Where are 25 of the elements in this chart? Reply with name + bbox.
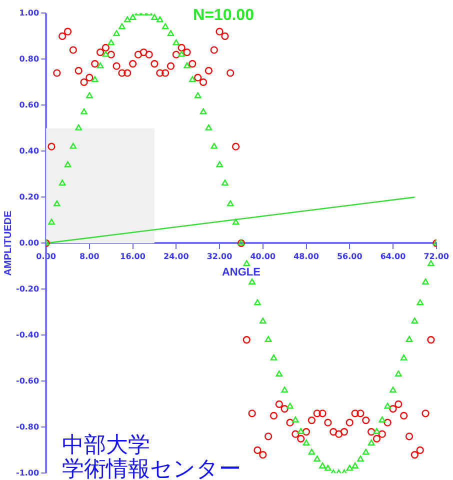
y-tick-label: -0.60 bbox=[16, 376, 40, 386]
x-tick-label: 56.00 bbox=[336, 252, 363, 262]
x-tick-label: 72.00 bbox=[424, 252, 450, 262]
x-tick-label: 64.00 bbox=[380, 252, 406, 262]
x-tick-label: 48.00 bbox=[294, 252, 320, 262]
y-tick-label: -1.00 bbox=[16, 468, 40, 478]
y-tick-label: -0.20 bbox=[16, 284, 40, 294]
y-tick-label: 0.00 bbox=[19, 238, 40, 248]
x-tick-label: 16.00 bbox=[120, 252, 146, 262]
y-tick-label: 1.00 bbox=[19, 8, 40, 18]
x-tick-label: 24.00 bbox=[164, 252, 190, 262]
y-tick-label: -0.80 bbox=[16, 422, 40, 432]
x-axis-title: ANGLE bbox=[222, 266, 260, 278]
chart-title: N=10.00 bbox=[193, 7, 254, 24]
y-axis-title: AMPLITUEDE bbox=[2, 210, 14, 276]
x-tick-label: 8.00 bbox=[80, 252, 100, 262]
annotation: 学術情報センター bbox=[62, 457, 241, 480]
y-tick-label: 0.60 bbox=[19, 100, 40, 110]
annotation: 中部大学 bbox=[62, 433, 150, 458]
x-tick-label: 32.00 bbox=[206, 252, 233, 262]
y-tick-label: 0.80 bbox=[19, 54, 40, 64]
y-tick-label: 0.20 bbox=[19, 192, 40, 202]
x-tick-label: 40.00 bbox=[250, 252, 276, 262]
y-tick-label: 0.40 bbox=[19, 146, 40, 156]
y-tick-label: -0.40 bbox=[16, 330, 40, 340]
